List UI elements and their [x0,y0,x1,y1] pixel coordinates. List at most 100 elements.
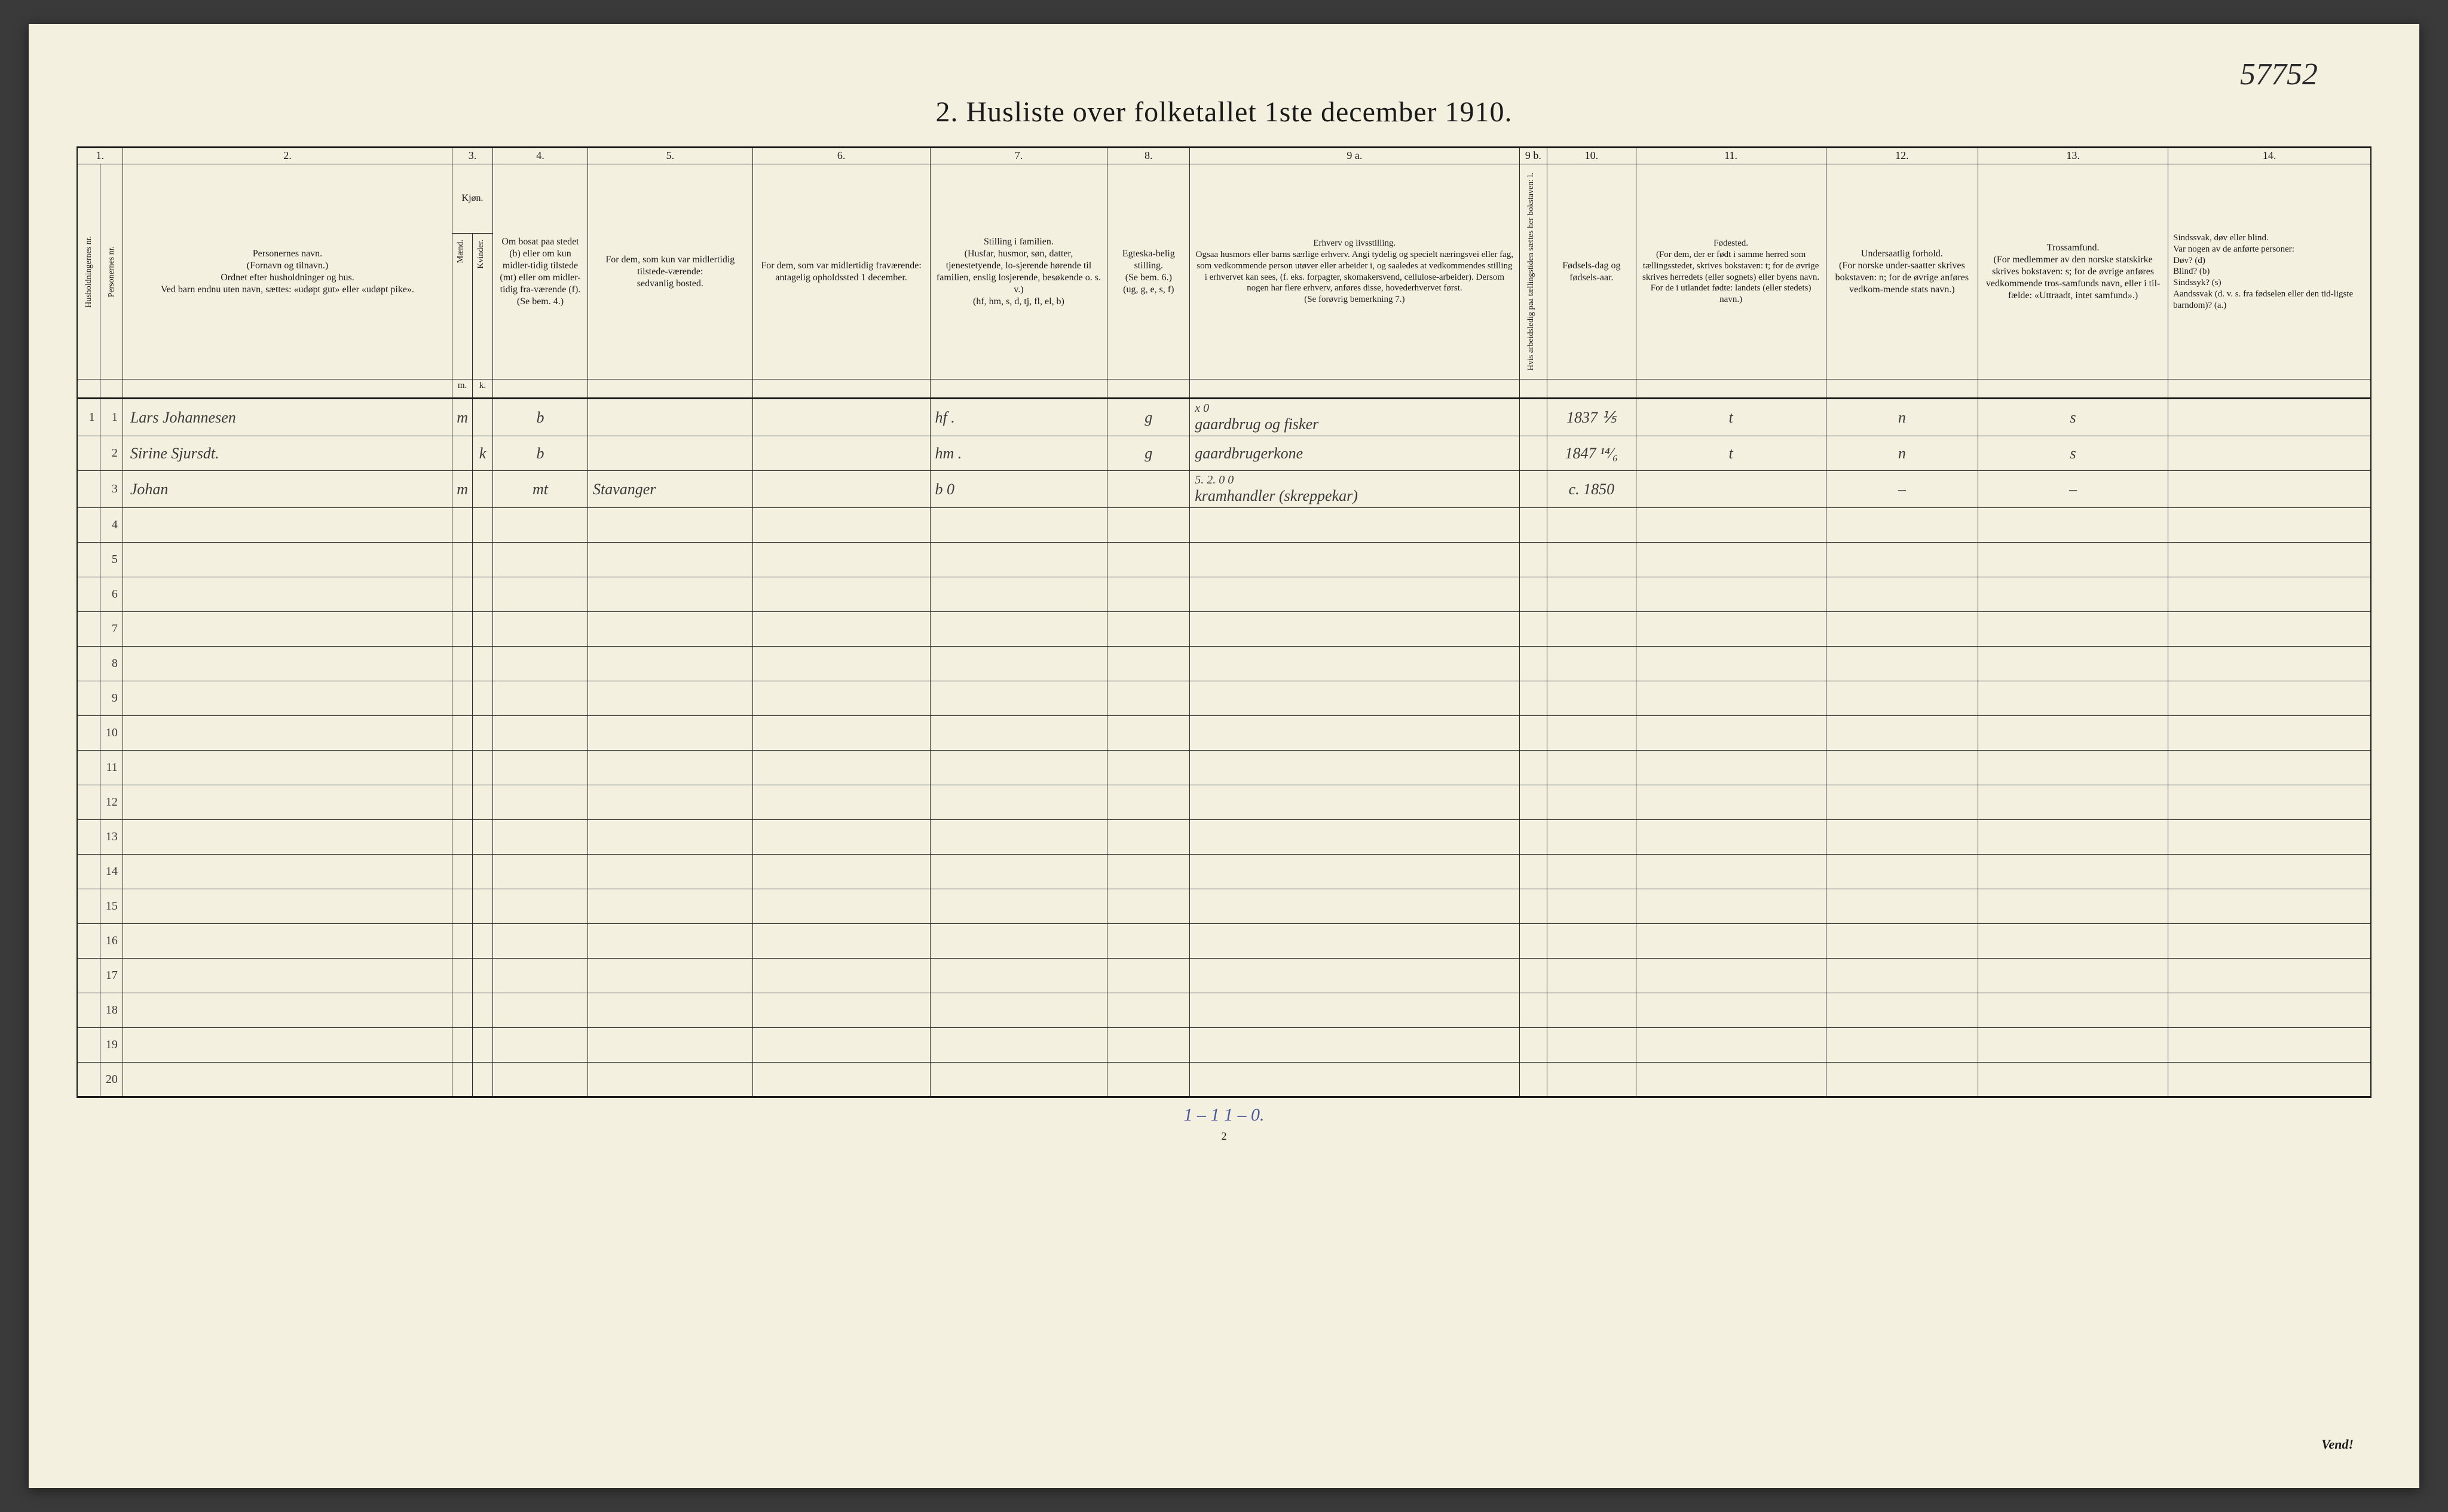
table-cell [77,543,100,577]
table-cell [452,751,473,785]
table-cell [1190,924,1519,959]
col-num-1: 1. [77,148,123,164]
header-birthplace: Fødested. (For dem, der er født i samme … [1636,164,1826,379]
table-cell [123,820,452,855]
table-row: 4 [77,508,2371,543]
table-cell [1978,1028,2168,1063]
col-num-11: 11. [1636,148,1826,164]
footer-handwritten: 1 – 1 1 – 0. [76,1105,2372,1125]
table-cell [1519,399,1547,436]
table-cell: b [492,399,587,436]
table-cell [1190,993,1519,1028]
census-page: 57752 2. Husliste over folketallet 1ste … [29,24,2419,1488]
table-row: 12 [77,785,2371,820]
table-cell [2168,751,2371,785]
table-cell [1107,612,1190,647]
table-cell [1107,577,1190,612]
table-cell [77,612,100,647]
table-cell [1978,959,2168,993]
table-cell [1826,1063,1978,1097]
table-cell [1978,508,2168,543]
table-cell [1636,855,1826,889]
table-cell [473,1028,493,1063]
table-cell [588,855,753,889]
table-cell [1826,855,1978,889]
table-row: 13 [77,820,2371,855]
table-cell [930,612,1107,647]
col-num-7: 7. [930,148,1107,164]
table-cell [1547,543,1636,577]
table-cell: 3 [100,471,123,508]
table-cell [452,647,473,681]
table-cell [1636,785,1826,820]
table-cell [1636,471,1826,508]
table-cell [473,751,493,785]
table-cell: 15 [100,889,123,924]
table-cell [752,924,930,959]
table-cell [1636,577,1826,612]
table-cell: t [1636,399,1826,436]
table-cell: b [492,436,587,471]
table-cell [2168,612,2371,647]
table-cell [2168,716,2371,751]
table-cell [1107,508,1190,543]
header-row: Husholdningernes nr. Personernes nr. Per… [77,164,2371,234]
table-cell [1190,647,1519,681]
table-cell [77,889,100,924]
table-cell [452,1063,473,1097]
table-row: 3JohanmmtStavangerb 05. 2. 0 0kramhandle… [77,471,2371,508]
table-cell [930,681,1107,716]
table-cell [1978,889,2168,924]
table-cell [752,436,930,471]
table-cell [1636,612,1826,647]
table-cell [492,924,587,959]
header-birthdate: Fødsels-dag og fødsels-aar. [1547,164,1636,379]
table-cell [473,716,493,751]
table-cell [1107,855,1190,889]
table-cell [1190,681,1519,716]
table-cell [1547,889,1636,924]
table-cell [473,543,493,577]
table-cell: 14 [100,855,123,889]
table-cell [77,924,100,959]
table-cell [1636,1028,1826,1063]
table-cell [930,1063,1107,1097]
table-cell: x 0gaardbrug og fisker [1190,399,1519,436]
table-cell [1978,993,2168,1028]
table-cell [1636,543,1826,577]
header-residence: Om bosat paa stedet (b) eller om kun mid… [492,164,587,379]
table-cell: – [1826,471,1978,508]
table-cell [1190,1028,1519,1063]
table-row: 2Sirine Sjursdt.kbhm .ggaardbrugerkone18… [77,436,2371,471]
table-cell [492,959,587,993]
col-num-4: 4. [492,148,587,164]
table-row: 7 [77,612,2371,647]
table-cell [588,716,753,751]
table-cell [123,612,452,647]
table-row: 8 [77,647,2371,681]
table-row: 20 [77,1063,2371,1097]
table-cell [752,785,930,820]
table-cell: hm . [930,436,1107,471]
table-cell [1519,681,1547,716]
table-cell [473,612,493,647]
table-cell [77,681,100,716]
table-cell [123,889,452,924]
table-cell [1636,889,1826,924]
table-cell [492,785,587,820]
table-cell [77,471,100,508]
table-cell [752,889,930,924]
table-cell [473,959,493,993]
table-cell [1519,751,1547,785]
table-cell [1636,924,1826,959]
table-cell [1519,647,1547,681]
table-cell: 5. 2. 0 0kramhandler (skreppekar) [1190,471,1519,508]
col-num-9a: 9 a. [1190,148,1519,164]
header-citizenship: Undersaatlig forhold. (For norske under-… [1826,164,1978,379]
table-cell [1519,924,1547,959]
table-cell [930,785,1107,820]
table-cell: Stavanger [588,471,753,508]
table-cell [588,889,753,924]
table-cell [452,889,473,924]
table-cell [473,820,493,855]
